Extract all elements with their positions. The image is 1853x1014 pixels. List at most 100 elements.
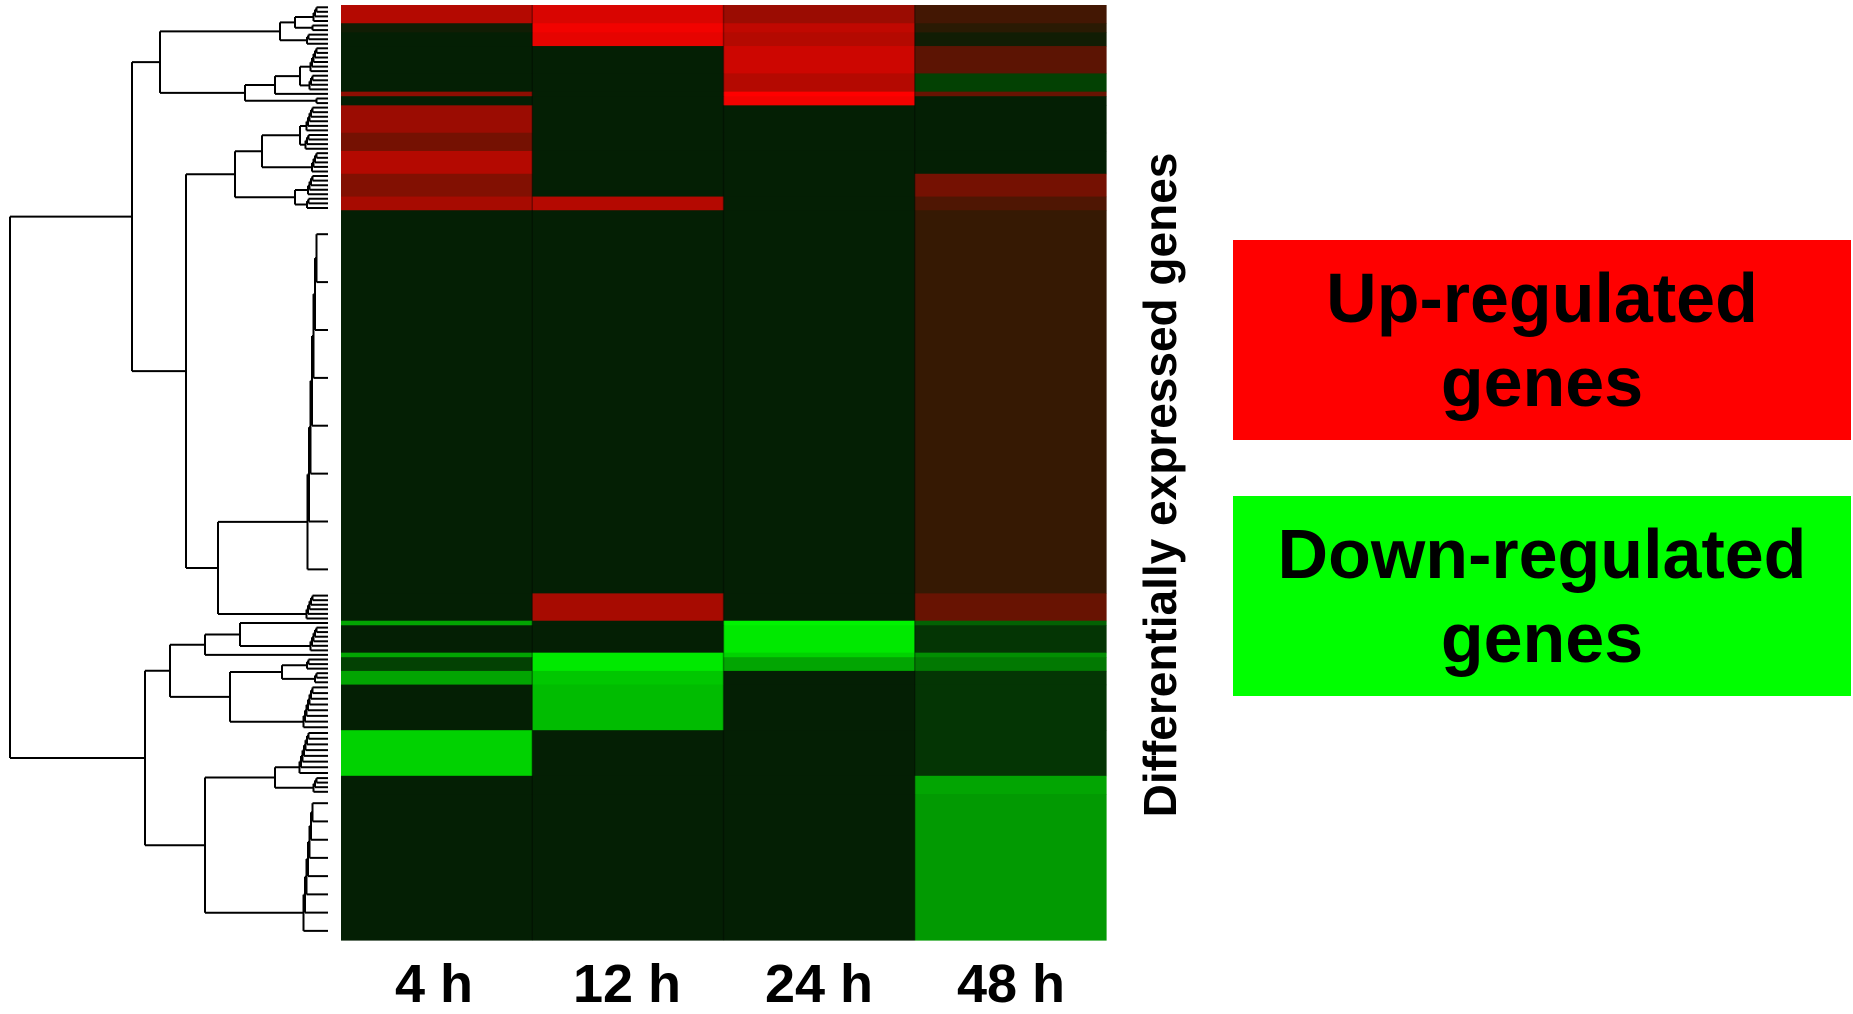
heatmap-cell-g21-c0 [341,775,533,795]
heatmap-cell-g21-c1 [532,775,725,795]
heatmap-cell-g15-c3 [914,625,1107,654]
heatmap-cell-g17-c0 [341,657,533,672]
heatmap-cell-g12-c3 [914,210,1107,594]
heatmap-cell-g14-c1 [532,620,725,626]
heatmap-cell-g6-c1 [532,96,725,106]
heatmap-cell-g22-c1 [532,794,725,941]
heatmap-cell-g15-c0 [341,625,533,654]
heatmap-cell-g5-c2 [723,91,916,97]
heatmap-cell-g19-c3 [914,684,1107,731]
heatmap-cell-g12-c0 [341,210,533,594]
heatmap-cell-g22-c2 [723,794,916,941]
heatmap-cell-g5-c3 [914,91,1107,97]
heatmap-cell-g13-c0 [341,593,533,622]
column-label-4h: 4 h [394,954,474,1014]
heatmap-cell-g20-c1 [532,730,725,777]
heatmap-cell-g6-c0 [341,96,533,106]
row-dendrogram [9,6,328,932]
heatmap-cell-g1-c2 [723,23,916,33]
heatmap-cell-g2-c0 [341,32,533,47]
heatmap-cell-g1-c1 [532,23,725,33]
heatmap-cell-g19-c1 [532,684,725,731]
heatmap-cell-g14-c2 [723,620,916,626]
heatmap-cell-g4-c1 [532,73,725,93]
heatmap-cell-g7-c0 [341,105,533,134]
heatmap-cell-g18-c1 [532,670,725,686]
heatmap-cell-g2-c1 [532,32,725,47]
heatmap-cell-g5-c1 [532,91,725,97]
legend-up-line2: genes [1440,343,1644,421]
column-label-48h: 48 h [956,954,1066,1014]
heatmap-cell-g11-c3 [914,196,1107,211]
heatmap-cell-g13-c2 [723,593,916,622]
heatmap-cell-g9-c2 [723,150,916,175]
heatmap-cell-g4-c2 [723,73,916,93]
heatmap-cell-g3-c0 [341,46,533,75]
heatmap-cell-g18-c3 [914,670,1107,686]
heatmap-cell-g17-c3 [914,657,1107,672]
heatmap-cell-g6-c3 [914,96,1107,106]
heatmap-cell-g9-c3 [914,150,1107,175]
column-label-24h: 24 h [764,954,874,1014]
y-axis-label: Differentially expressed genes [1134,152,1186,818]
heatmap-cell-g20-c0 [341,730,533,777]
heatmap-cell-g13-c1 [532,593,725,622]
heatmap-cell-g0-c2 [723,5,916,24]
heatmap-cell-g8-c3 [914,132,1107,152]
heatmap-cell-g20-c3 [914,730,1107,777]
heatmap-cell-g8-c0 [341,132,533,152]
heatmap-cell-g4-c3 [914,73,1107,93]
heatmap-cell-g11-c2 [723,196,916,211]
heatmap-cell-g9-c0 [341,150,533,175]
heatmap-cell-g11-c0 [341,196,533,211]
heatmap-cell-g15-c2 [723,625,916,654]
heatmap-cell-g9-c1 [532,150,725,175]
heatmap-cell-g3-c1 [532,46,725,75]
heatmap-cell-g1-c0 [341,23,533,33]
heatmap-cell-g19-c2 [723,684,916,731]
heatmap-cell-g22-c0 [341,794,533,941]
heatmap-cell-g0-c3 [914,5,1107,24]
heatmap-cell-g16-c2 [723,652,916,658]
legend-down-line1: Down-regulated [1277,515,1807,593]
heatmap-cell-g8-c1 [532,132,725,152]
column-label-12h: 12 h [572,954,682,1014]
heatmap-cell-g0-c0 [341,5,533,24]
heatmap-cell-g1-c3 [914,23,1107,33]
heatmap-cell-g7-c3 [914,105,1107,134]
heatmap-cell-g7-c2 [723,105,916,134]
heatmap-cell-g14-c0 [341,620,533,626]
heatmap-cell-g2-c2 [723,32,916,47]
heatmap-cell-g11-c1 [532,196,725,211]
legend-up-regulated: Up-regulated genes [1233,240,1851,440]
heatmap-cell-g16-c1 [532,652,725,658]
heatmap-cell-g12-c1 [532,210,725,594]
heatmap-cell-g2-c3 [914,32,1107,47]
legend-up-text: Up-regulated genes [1326,256,1758,424]
heatmap-cell-g10-c1 [532,173,725,198]
heatmap-cell-g7-c1 [532,105,725,134]
heatmap-cell-g20-c2 [723,730,916,777]
heatmap-cell-g21-c3 [914,775,1107,795]
heatmap-cell-g14-c3 [914,620,1107,626]
heatmap-cell-g17-c2 [723,657,916,672]
heatmap-cell-g8-c2 [723,132,916,152]
heatmap-cell-g3-c3 [914,46,1107,75]
heatmap-cell-g4-c0 [341,73,533,93]
heatmap-cell-g15-c1 [532,625,725,654]
legend-up-line1: Up-regulated [1326,259,1758,337]
heatmap-cell-g10-c2 [723,173,916,198]
heatmap-cell-g19-c0 [341,684,533,731]
heatmap-cell-g5-c0 [341,91,533,97]
legend-down-regulated: Down-regulated genes [1233,496,1851,696]
heatmap-cell-g10-c3 [914,173,1107,198]
heatmap-grid [341,5,1107,941]
heatmap-cell-g17-c1 [532,657,725,672]
legend-down-line2: genes [1440,599,1644,677]
heatmap-cell-g22-c3 [914,794,1107,941]
heatmap-cell-g3-c2 [723,46,916,75]
heatmap-cell-g10-c0 [341,173,533,198]
heatmap-cell-g21-c2 [723,775,916,795]
heatmap-cell-g0-c1 [532,5,725,24]
